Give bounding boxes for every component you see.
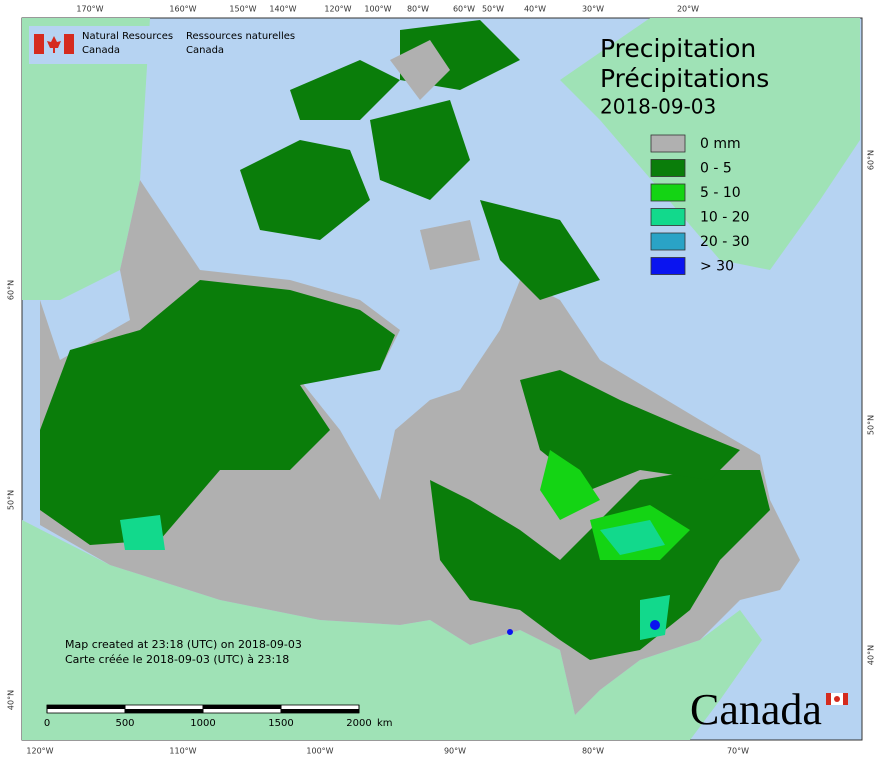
legend-swatch	[650, 134, 686, 153]
title: Précipitations	[600, 64, 769, 93]
org-name: Ressources naturelles	[186, 31, 295, 42]
wordmark-flag	[834, 696, 840, 702]
org-name: Canada	[186, 45, 224, 56]
longitude-label: 110°W	[169, 747, 196, 756]
arctic-dry	[390, 40, 480, 270]
flag-bar	[64, 34, 74, 54]
scale-label: 0	[44, 718, 50, 729]
scale-bar: 0 500 1000 1500 2000 km	[44, 704, 393, 729]
longitude-label: 20°W	[677, 5, 699, 14]
latitude-label: 60°N	[7, 280, 16, 300]
greenland	[560, 18, 860, 270]
scale-segment	[125, 709, 203, 713]
longitude-label: 140°W	[269, 5, 296, 14]
longitude-label: 120°W	[324, 5, 351, 14]
longitude-label: 50°W	[482, 5, 504, 14]
legend-swatch	[650, 159, 686, 177]
scale-label: 500	[115, 718, 134, 729]
scale-unit: km	[377, 718, 393, 729]
org-name: Canada	[82, 45, 120, 56]
longitude-label: 70°W	[727, 747, 749, 756]
legend-swatch	[650, 257, 686, 275]
precip-east	[430, 470, 770, 660]
legend-swatch	[650, 232, 686, 251]
latitude-label: 50°N	[867, 415, 876, 435]
scale-segment	[281, 709, 359, 713]
latitude-label: 50°N	[7, 490, 16, 510]
legend-swatch	[650, 208, 686, 226]
scale-segment	[47, 705, 125, 709]
scale-label: 1500	[268, 718, 293, 729]
united-states	[22, 520, 762, 740]
legend-swatch	[650, 183, 686, 202]
longitude-label: 60°W	[453, 5, 475, 14]
longitude-label: 160°W	[169, 5, 196, 14]
scale-label: 2000	[346, 718, 371, 729]
wordmark: Canada	[690, 685, 822, 734]
longitude-label: 90°W	[444, 747, 466, 756]
precip-max	[507, 629, 513, 635]
graticule-labels: 170°W 160°W 150°W 140°W 120°W 100°W 80°W 60°W 50…	[7, 5, 876, 756]
scale-label: 1000	[190, 718, 215, 729]
legend-label: 20 - 30	[700, 234, 750, 250]
title: Precipitation	[600, 34, 756, 63]
legend: 0 mm 0 - 5 5 - 10 10 - 20 20 - 30 > 30	[650, 134, 750, 275]
alaska	[22, 18, 150, 300]
credit: Map created at 23:18 (UTC) on 2018-09-03	[65, 638, 302, 651]
longitude-label: 100°W	[364, 5, 391, 14]
legend-label: 10 - 20	[700, 210, 750, 226]
longitude-label: 120°W	[26, 747, 53, 756]
date: 2018-09-03	[600, 95, 716, 119]
credit: Carte créée le 2018-09-03 (UTC) à 23:18	[65, 653, 289, 666]
latitude-label: 60°N	[867, 150, 876, 170]
scale-segment	[203, 705, 281, 709]
legend-label: 0 mm	[700, 136, 741, 152]
latitude-label: 40°N	[867, 645, 876, 665]
legend-label: 5 - 10	[700, 185, 741, 201]
org-name: Natural Resources	[82, 31, 173, 42]
longitude-label: 150°W	[229, 5, 256, 14]
longitude-label: 170°W	[76, 5, 103, 14]
longitude-label: 80°W	[582, 747, 604, 756]
maple-leaf	[47, 36, 61, 53]
latitude-label: 40°N	[7, 690, 16, 710]
arctic-islands	[240, 20, 600, 300]
precip-heavy	[120, 515, 670, 640]
precip-west	[40, 280, 395, 545]
flag-bar	[34, 34, 44, 54]
longitude-label: 40°W	[524, 5, 546, 14]
longitude-label: 100°W	[306, 747, 333, 756]
longitude-label: 80°W	[407, 5, 429, 14]
longitude-label: 30°W	[582, 5, 604, 14]
precip-max	[650, 620, 660, 630]
legend-label: 0 - 5	[700, 161, 732, 177]
legend-label: > 30	[700, 259, 734, 275]
precip-quebec	[520, 370, 740, 490]
